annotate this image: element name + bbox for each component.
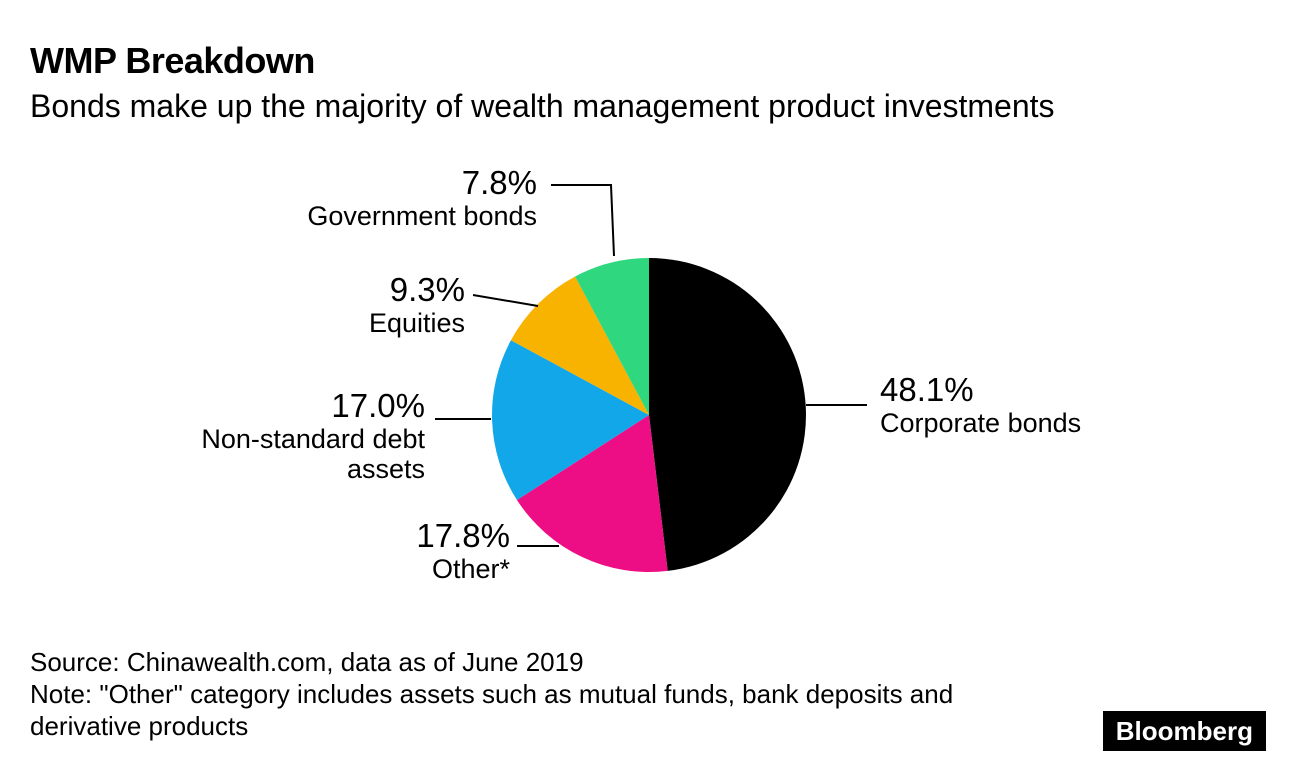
slice-pct-equities: 9.3% <box>389 271 465 308</box>
slice-label-government-bonds: 7.8% Government bonds <box>307 164 537 232</box>
pie-slice-non-standard-debt-assets <box>491 340 649 500</box>
slice-name-equities: Equities <box>368 308 465 338</box>
chart-subtitle: Bonds make up the majority of wealth man… <box>30 88 1055 124</box>
slice-name-non-standard-debt-assets: Non-standard debt assets <box>201 424 425 484</box>
chart-footer: Source: Chinawealth.com, data as of June… <box>30 646 953 742</box>
slice-name-other: Other* <box>431 554 510 584</box>
chart-header: WMP Breakdown Bonds make up the majority… <box>30 40 1055 126</box>
source-text: Source: Chinawealth.com, data as of June… <box>30 647 584 677</box>
slice-name-government-bonds: Government bonds <box>307 201 537 231</box>
leader-line-equities <box>472 294 539 307</box>
slice-pct-other: 17.8% <box>416 517 510 554</box>
note-text-line2: derivative products <box>30 711 249 741</box>
bloomberg-logo: Bloomberg <box>1102 711 1266 751</box>
slice-name-corporate-bonds: Corporate bonds <box>880 408 1082 438</box>
slice-label-other: 17.8% Other* <box>416 517 510 585</box>
slice-label-equities: 9.3% Equities <box>368 271 465 339</box>
slice-label-corporate-bonds: 48.1% Corporate bonds <box>880 371 1082 439</box>
slice-pct-government-bonds: 7.8% <box>461 164 537 201</box>
pie-slices <box>491 258 806 572</box>
slice-pct-corporate-bonds: 48.1% <box>880 371 974 408</box>
pie-slice-other <box>516 415 668 572</box>
slice-pct-non-standard-debt-assets: 17.0% <box>331 387 425 424</box>
slice-label-non-standard-debt-assets: 17.0% Non-standard debt assets <box>185 387 425 485</box>
note-text-line1: Note: "Other" category includes assets s… <box>30 679 954 709</box>
pie-slice-government-bonds <box>575 258 649 415</box>
leader-line-government-bonds <box>551 184 615 257</box>
pie-slice-equities <box>510 276 649 415</box>
chart-title: WMP Breakdown <box>30 40 315 81</box>
pie-slice-corporate-bonds <box>649 258 806 571</box>
